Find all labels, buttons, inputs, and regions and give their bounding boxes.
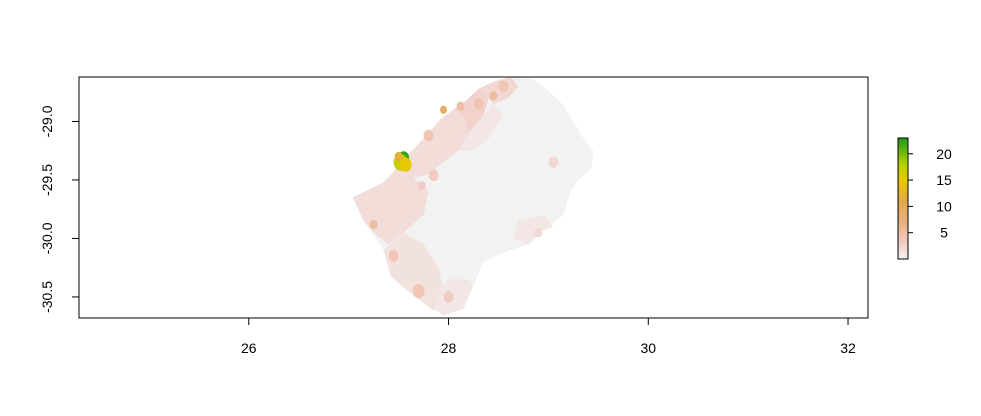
value-cell-7 bbox=[473, 98, 484, 110]
legend-tick-label: 10 bbox=[936, 198, 952, 214]
shaded-district-8 bbox=[433, 279, 474, 316]
x-tick-label: 28 bbox=[441, 340, 457, 356]
shaded-district-3 bbox=[396, 109, 469, 178]
value-cell-13 bbox=[388, 250, 399, 262]
y-tick-label: -30.5 bbox=[39, 281, 55, 313]
shaded-district-7 bbox=[513, 215, 554, 245]
value-cell-18 bbox=[498, 80, 509, 93]
legend-tick-label: 15 bbox=[936, 172, 952, 188]
x-tick-label: 30 bbox=[640, 340, 656, 356]
value-cell-12 bbox=[369, 219, 378, 230]
legend-tick-label: 20 bbox=[936, 146, 952, 162]
x-tick-label: 32 bbox=[840, 340, 856, 356]
value-cell-6 bbox=[489, 91, 498, 101]
x-axis: 26 28 30 32 bbox=[241, 317, 856, 356]
x-tick-label: 26 bbox=[241, 340, 257, 356]
value-cell-5 bbox=[440, 105, 448, 114]
value-cell-14 bbox=[412, 284, 425, 299]
y-tick-label: -30.0 bbox=[39, 222, 55, 254]
value-cell-17 bbox=[534, 227, 543, 238]
raster-map-layer bbox=[352, 77, 594, 316]
value-cell-10 bbox=[428, 169, 439, 182]
value-cell-15 bbox=[443, 291, 454, 303]
y-axis: -29.0 -29.5 -30.0 -30.5 bbox=[39, 105, 79, 313]
y-tick-label: -29.0 bbox=[39, 105, 55, 137]
value-cell-4 bbox=[394, 151, 403, 162]
value-cell-3 bbox=[399, 157, 412, 172]
y-tick-label: -29.5 bbox=[39, 164, 55, 196]
shaded-district-6 bbox=[458, 103, 504, 151]
legend-tick-label: 5 bbox=[940, 225, 948, 241]
value-cell-16 bbox=[548, 156, 559, 169]
color-legend: 5 10 15 20 bbox=[897, 137, 952, 260]
value-cell-11 bbox=[417, 181, 426, 191]
legend-color-bar bbox=[897, 137, 909, 260]
value-cell-9 bbox=[423, 129, 434, 142]
value-cell-8 bbox=[456, 101, 465, 111]
shaded-district-5 bbox=[478, 77, 519, 104]
shaded-district-2 bbox=[383, 232, 444, 311]
